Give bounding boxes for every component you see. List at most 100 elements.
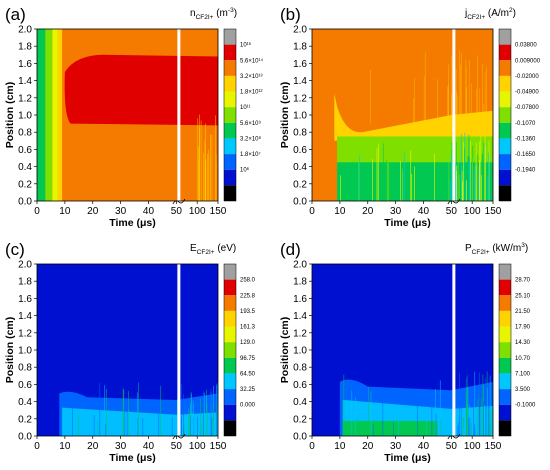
x-tick-label: 100 <box>189 206 206 217</box>
colorbar-swatch <box>224 91 236 108</box>
colorbar-level-label: 5.6×10⁹ <box>240 120 262 127</box>
axis-break-bar <box>177 27 181 203</box>
colorbar-title-close: ) <box>513 8 516 19</box>
x-tick-label: 30 <box>390 206 402 217</box>
colorbar-swatch <box>224 264 236 280</box>
colorbar-level-label: 10¹⁶ <box>240 42 252 49</box>
y-tick-label: 0.4 <box>293 397 307 408</box>
colorbar-swatch <box>224 389 236 405</box>
colorbar-swatch <box>224 169 236 186</box>
y-tick-label: 2.0 <box>293 25 307 36</box>
heatmap-svg: 0.0 0.2 0.4 0.6 0.8 1.0 1.2 1.4 1.6 1.8 2.0 0 10 20 30… <box>279 240 536 464</box>
colorbar-swatch <box>224 185 236 201</box>
colorbar-swatch <box>224 107 236 123</box>
colorbar-level-label: 225.8 <box>240 293 256 299</box>
x-tick-label: 10 <box>59 206 71 217</box>
x-tick-label: 150 <box>210 206 227 217</box>
y-tick-label: 0.2 <box>18 414 32 425</box>
x-tick-label: 40 <box>143 206 155 217</box>
colorbar-level-label: 10⁶ <box>240 167 250 174</box>
y-tick-label: 2.0 <box>293 260 307 271</box>
colorbar-title-close: ) <box>234 8 237 19</box>
colorbar-level-label: -0.1070 <box>515 121 536 127</box>
colorbar-title: ECF2I+ (eV) <box>190 243 236 256</box>
y-tick-label: 1.2 <box>18 328 32 339</box>
colorbar-swatch <box>224 295 236 311</box>
y-axis-title: Position (cm) <box>279 82 291 149</box>
panel-label: (d) <box>280 240 301 259</box>
x-tick-label: 100 <box>464 441 481 452</box>
colorbar-swatch <box>499 185 511 201</box>
y-tick-label: 0.4 <box>18 162 32 173</box>
colorbar-level-label: 3.500 <box>515 387 531 393</box>
colorbar-title: jCF2I+ (A/m2) <box>464 7 516 21</box>
x-axis-title: Time (μs) <box>384 217 431 229</box>
y-tick-label: 1.0 <box>18 111 32 122</box>
x-tick-label: 20 <box>362 206 374 217</box>
x-tick-label: 0 <box>34 206 40 217</box>
y-tick-label: 0.6 <box>293 145 307 156</box>
y-tick-label: 1.4 <box>293 76 307 87</box>
colorbar-level-label: -0.04900 <box>515 90 539 96</box>
colorbar-swatch <box>224 310 236 327</box>
x-tick-label: 150 <box>485 441 502 452</box>
colorbar-title-main: P <box>465 243 472 254</box>
panel-label: (c) <box>5 240 25 259</box>
heatmap-field <box>37 29 218 201</box>
power-peak-region <box>342 420 438 436</box>
colorbar-swatch <box>499 122 511 139</box>
y-axis-title: Position (cm) <box>4 82 16 149</box>
y-tick-label: 0.6 <box>293 380 307 391</box>
x-tick-label: 0 <box>309 441 315 452</box>
colorbar-swatch <box>499 75 511 92</box>
colorbar-level-label: 1.8×10⁷ <box>240 151 261 158</box>
y-tick-label: 1.6 <box>293 59 307 70</box>
colorbar-title-main: j <box>464 8 467 19</box>
colorbar-level-label: -0.1940 <box>515 168 536 174</box>
heatmap-field <box>312 29 493 201</box>
colorbar-level-label: 25.10 <box>515 293 531 299</box>
y-tick-label: 1.8 <box>293 277 307 288</box>
colorbar-level-label: 10.70 <box>515 356 531 362</box>
colorbar-swatch <box>499 107 511 123</box>
density-early-band-yellow <box>52 29 58 201</box>
y-tick-label: 1.4 <box>18 311 32 322</box>
x-axis-title: Time (μs) <box>384 452 431 464</box>
y-tick-label: 1.8 <box>18 277 32 288</box>
colorbar-swatch <box>499 310 511 327</box>
colorbar-swatch <box>499 389 511 405</box>
colorbar-level-label: 21.50 <box>515 309 531 315</box>
x-tick-label: 50 <box>171 206 183 217</box>
colorbar-swatch <box>224 326 236 343</box>
y-tick-label: 2.0 <box>18 260 32 271</box>
colorbar-level-label: 0.03800 <box>515 43 537 49</box>
x-tick-label: 150 <box>485 206 502 217</box>
colorbar-swatch <box>224 154 236 170</box>
colorbar-title-unit_sup: 3 <box>521 242 525 249</box>
colorbar-level-label: -0.1360 <box>515 136 536 142</box>
x-tick-label: 30 <box>115 206 127 217</box>
x-tick-label: 10 <box>334 441 346 452</box>
axis-break-mark <box>447 198 461 205</box>
y-tick-label: 0.6 <box>18 380 32 391</box>
density-upper-layer <box>63 29 218 54</box>
colorbar-swatch <box>499 29 511 45</box>
colorbar-title-unit_sup: -3 <box>228 7 234 14</box>
colorbar-frame <box>223 263 237 437</box>
x-tick-label: 50 <box>446 206 458 217</box>
panel-label: (a) <box>5 5 26 24</box>
x-tick-label: 0 <box>34 441 40 452</box>
y-tick-label: 0.8 <box>18 128 32 139</box>
colorbar-swatch <box>499 373 511 390</box>
y-tick-label: 1.2 <box>293 93 307 104</box>
panel-a: 0.0 0.2 0.4 0.6 0.8 1.0 1.2 1.4 1.6 1.8 2.0 0 10 20 30… <box>0 0 275 235</box>
y-tick-label: 1.2 <box>18 93 32 104</box>
x-axis-title: Time (μs) <box>109 217 156 229</box>
colorbar-swatch <box>499 91 511 108</box>
colorbar-title: nCF2I+ (m-3) <box>190 7 237 21</box>
colorbar-swatch <box>499 169 511 186</box>
colorbar-level-label: 96.75 <box>240 356 256 362</box>
heatmap-field <box>37 264 218 436</box>
colorbar-level-label: 32.25 <box>240 387 256 393</box>
y-tick-label: 0.0 <box>293 197 307 208</box>
